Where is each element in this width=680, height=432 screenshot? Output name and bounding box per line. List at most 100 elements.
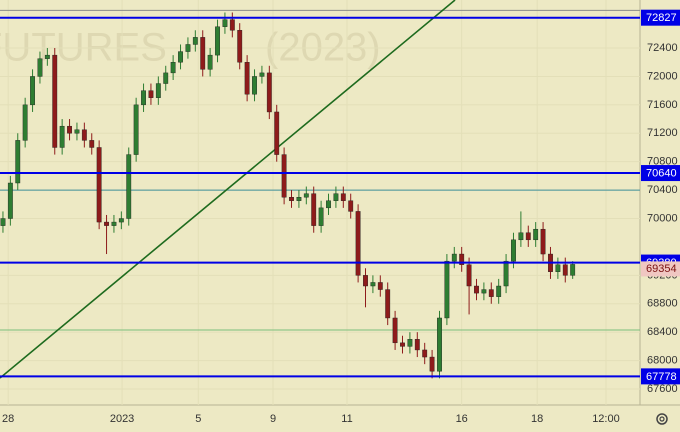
candle-body <box>96 147 102 223</box>
y-tick-label: 71200 <box>647 127 678 139</box>
x-tick-label: 12:00 <box>592 413 620 425</box>
candle-body <box>163 72 169 84</box>
candle-body <box>266 72 272 113</box>
candle-body <box>274 111 280 155</box>
candle-body <box>570 264 576 276</box>
candle-body <box>7 182 13 219</box>
y-tick-label: 72400 <box>647 42 678 54</box>
candle-body <box>414 339 420 351</box>
x-tick-label: 28 <box>2 413 14 425</box>
candle-body <box>511 239 516 262</box>
candle-body <box>67 125 72 134</box>
candle-body <box>111 221 117 226</box>
candle-body <box>141 90 146 106</box>
candle-body <box>562 264 568 276</box>
candle-body <box>392 317 398 344</box>
candle-body <box>237 30 243 63</box>
x-tick-label: 18 <box>531 413 543 425</box>
candle-body <box>44 54 50 59</box>
price-label: 69354 <box>646 263 677 275</box>
candle-body <box>348 200 354 212</box>
candle-body <box>326 200 331 209</box>
candle-body <box>525 232 531 241</box>
y-tick-label: 70400 <box>647 184 678 196</box>
candle-body <box>74 129 80 134</box>
candle-body <box>385 289 391 319</box>
y-tick-label: 72000 <box>647 70 678 82</box>
candle-body <box>355 211 361 276</box>
candle-body <box>178 51 183 63</box>
candle-body <box>155 83 161 98</box>
candle-body <box>407 339 413 347</box>
y-tick-label: 68000 <box>647 355 678 367</box>
level-label: 70640 <box>646 167 677 179</box>
candle-body <box>459 253 465 265</box>
x-tick-label: 11 <box>341 413 352 425</box>
candle-body <box>437 317 442 372</box>
candle-body <box>215 26 220 56</box>
y-tick-label: 71600 <box>647 99 678 111</box>
y-tick-label: 68800 <box>647 298 678 310</box>
candle-body <box>126 154 132 219</box>
settings-icon[interactable] <box>656 413 668 425</box>
trend-line <box>0 0 456 379</box>
candle-body <box>22 104 28 141</box>
candle-body <box>444 260 450 319</box>
candle-body <box>503 260 509 287</box>
candle-body <box>15 140 21 184</box>
candle-body <box>303 193 309 198</box>
gear[interactable] <box>656 413 668 425</box>
candle-body <box>30 76 35 106</box>
x-tick-label: 5 <box>195 413 201 425</box>
y-tick-label: 70000 <box>647 212 678 224</box>
x-tick-label: 9 <box>270 413 276 425</box>
candle-body <box>555 264 561 272</box>
candle-body <box>252 76 257 95</box>
level-label-bg <box>641 368 680 385</box>
candle-body <box>422 349 428 358</box>
level-label-bg <box>641 9 680 26</box>
price-label-bg <box>641 261 680 277</box>
candle-body <box>185 44 191 52</box>
candle-body <box>259 72 265 77</box>
candle-body <box>400 342 405 347</box>
gear-hub[interactable] <box>659 416 665 422</box>
candle-body <box>118 218 124 223</box>
candle-body <box>52 54 58 148</box>
candle-body <box>466 264 472 287</box>
candle-body <box>451 253 457 262</box>
candle-body <box>370 282 376 287</box>
plot-content: FUTURES(2023) <box>0 0 640 405</box>
candle-body <box>377 282 383 290</box>
candle-body <box>200 37 206 70</box>
candle-body <box>207 54 213 70</box>
candle-body <box>222 19 228 27</box>
candle-body <box>488 289 494 297</box>
candle-body <box>81 129 87 141</box>
candle-body <box>333 193 339 201</box>
candle-body <box>244 62 250 95</box>
plot-area: FUTURES(2023) <box>0 0 640 405</box>
candle-body <box>133 104 139 155</box>
level-label-bg <box>641 165 680 182</box>
candle-body <box>148 90 154 98</box>
candle-body <box>340 193 346 201</box>
candle-body <box>518 232 524 241</box>
candle-body <box>37 58 43 77</box>
level-label: 67778 <box>646 371 677 383</box>
candle-body <box>540 228 546 255</box>
candle-body <box>281 154 287 198</box>
candle-body <box>429 356 435 372</box>
x-tick-label: 2023 <box>110 413 134 425</box>
candle-body <box>363 275 368 287</box>
y-tick-label: 67600 <box>647 383 678 395</box>
candle-body <box>0 218 6 226</box>
y-tick-label: 70800 <box>647 156 678 168</box>
level-label: 72827 <box>646 12 677 24</box>
candle-body <box>104 221 109 226</box>
candle-body <box>481 289 487 294</box>
candle-body <box>496 285 502 297</box>
candle-body <box>296 197 302 201</box>
